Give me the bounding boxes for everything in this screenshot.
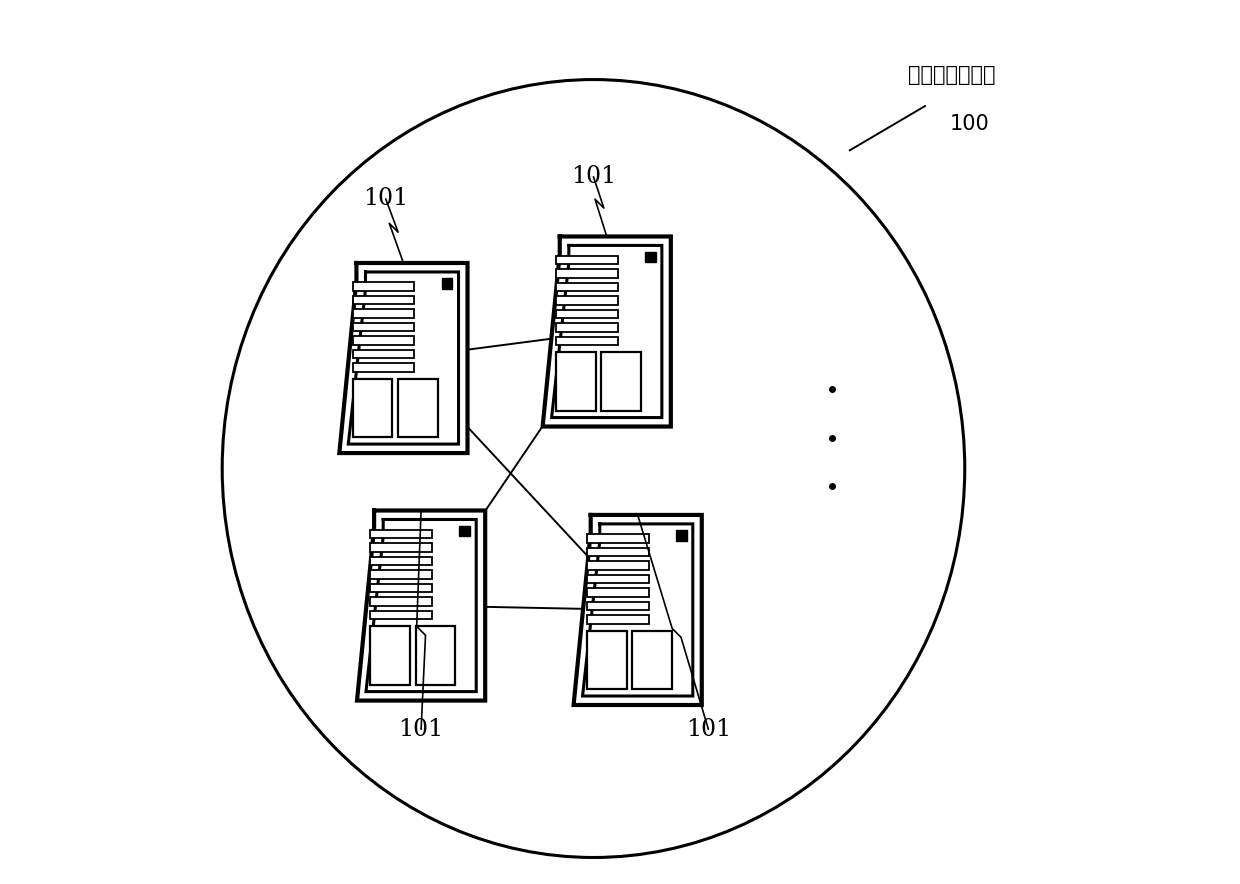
Polygon shape	[574, 514, 702, 705]
Bar	[352, 336, 414, 345]
Bar	[352, 363, 414, 372]
Bar	[601, 352, 641, 411]
Bar	[415, 626, 455, 685]
Bar	[587, 615, 649, 624]
Bar	[352, 323, 414, 332]
Bar	[352, 282, 414, 291]
Bar	[371, 570, 432, 579]
Bar	[556, 296, 618, 305]
Text: 101: 101	[686, 718, 732, 741]
Bar	[352, 296, 414, 304]
Bar	[587, 534, 649, 543]
Bar	[556, 324, 618, 332]
Polygon shape	[340, 263, 467, 453]
Polygon shape	[543, 236, 671, 427]
Text: 101: 101	[398, 718, 444, 741]
Bar	[556, 283, 618, 291]
Polygon shape	[366, 520, 476, 691]
Bar	[371, 598, 432, 606]
Bar	[587, 588, 649, 597]
Bar	[587, 575, 649, 583]
Bar	[587, 602, 649, 610]
Bar	[371, 557, 432, 565]
Polygon shape	[357, 510, 485, 700]
Bar	[676, 530, 687, 541]
Polygon shape	[583, 524, 693, 696]
Text: 目标区块链系统: 目标区块链系统	[908, 65, 996, 85]
Bar	[441, 278, 453, 289]
Bar	[556, 309, 618, 318]
Bar	[371, 544, 432, 552]
Text: 100: 100	[950, 114, 990, 133]
Ellipse shape	[222, 80, 965, 857]
Bar	[371, 530, 432, 538]
Bar	[587, 548, 649, 556]
Polygon shape	[552, 246, 662, 417]
Bar	[371, 626, 410, 685]
Bar	[587, 630, 626, 690]
Polygon shape	[348, 272, 459, 444]
Bar	[352, 378, 392, 438]
Bar	[556, 255, 618, 264]
Bar	[556, 337, 618, 346]
Bar	[371, 611, 432, 620]
Bar	[556, 352, 595, 411]
Bar	[460, 526, 470, 537]
Bar	[645, 252, 656, 263]
Bar	[371, 583, 432, 592]
Bar	[352, 309, 414, 317]
Bar	[587, 561, 649, 569]
Text: 101: 101	[363, 187, 408, 210]
Text: 101: 101	[570, 165, 616, 188]
Bar	[352, 350, 414, 358]
Bar	[556, 270, 618, 278]
Bar	[398, 378, 438, 438]
Bar	[632, 630, 672, 690]
